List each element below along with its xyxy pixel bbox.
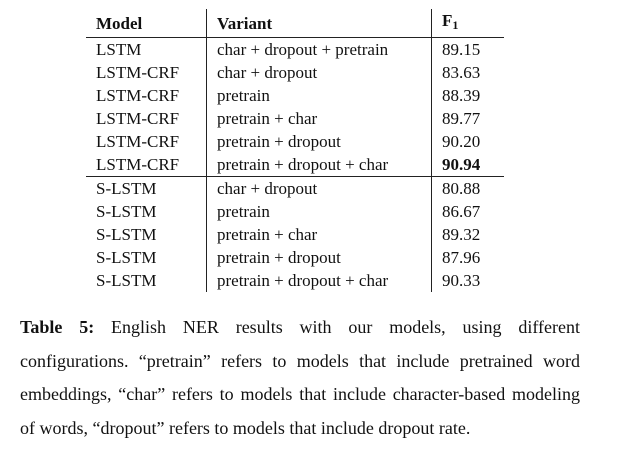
table-row: LSTM-CRF pretrain + dropout + char 90.94 xyxy=(86,153,504,177)
cell-variant: pretrain + dropout + char xyxy=(206,153,432,177)
header-f1-main: F xyxy=(442,11,453,30)
cell-model: S-LSTM xyxy=(96,271,157,290)
table-row: LSTM-CRF char + dropout 83.63 xyxy=(86,61,504,84)
cell-f1: 87.96 xyxy=(431,246,504,269)
caption-text: English NER results with our models, usi… xyxy=(20,317,580,438)
cell-f1: 89.15 xyxy=(431,37,504,61)
cell-variant: pretrain + dropout xyxy=(206,246,432,269)
table-caption: Table 5: English NER results with our mo… xyxy=(20,311,580,445)
table-row: LSTM-CRF pretrain + char 89.77 xyxy=(86,107,504,130)
cell-model: LSTM-CRF xyxy=(96,63,180,82)
cell-variant: pretrain + char xyxy=(206,223,432,246)
table-row: LSTM-CRF pretrain 88.39 xyxy=(86,84,504,107)
table-header-row: Model Variant F1 xyxy=(86,9,504,38)
table-row: S-LSTM char + dropout 80.88 xyxy=(86,176,504,200)
cell-model: LSTM-CRF xyxy=(96,132,180,151)
cell-variant: pretrain xyxy=(206,200,432,223)
cell-f1: 86.67 xyxy=(431,200,504,223)
table-row: S-LSTM pretrain 86.67 xyxy=(86,200,504,223)
table-row: S-LSTM pretrain + char 89.32 xyxy=(86,223,504,246)
table-row: LSTM-CRF pretrain + dropout 90.20 xyxy=(86,130,504,153)
header-f1-subscript: 1 xyxy=(452,18,459,32)
cell-model: LSTM-CRF xyxy=(96,155,180,174)
table-body: LSTM char + dropout + pretrain 89.15 LST… xyxy=(86,37,504,292)
cell-variant: pretrain + dropout + char xyxy=(206,269,432,292)
cell-model: S-LSTM xyxy=(96,202,157,221)
cell-model: S-LSTM xyxy=(96,248,157,267)
header-variant: Variant xyxy=(206,9,432,38)
cell-f1: 83.63 xyxy=(431,61,504,84)
header-model: Model xyxy=(96,13,143,33)
cell-f1: 89.32 xyxy=(431,223,504,246)
cell-model: S-LSTM xyxy=(86,176,207,200)
cell-variant: char + dropout xyxy=(206,176,432,200)
results-table: Model Variant F1 LSTM char + dropout + p… xyxy=(86,9,504,292)
cell-variant: pretrain xyxy=(206,84,432,107)
cell-variant: pretrain + char xyxy=(206,107,432,130)
cell-model: LSTM-CRF xyxy=(96,109,180,128)
table-row: S-LSTM pretrain + dropout 87.96 xyxy=(86,246,504,269)
cell-variant: char + dropout + pretrain xyxy=(206,37,432,61)
cell-model: LSTM-CRF xyxy=(96,86,180,105)
cell-f1: 90.33 xyxy=(431,269,504,292)
cell-f1: 80.88 xyxy=(431,176,504,200)
cell-f1: 89.77 xyxy=(431,107,504,130)
cell-f1-best: 90.94 xyxy=(431,153,504,177)
cell-model: LSTM xyxy=(96,40,142,59)
table-row: S-LSTM pretrain + dropout + char 90.33 xyxy=(86,269,504,292)
results-table-container: Model Variant F1 LSTM char + dropout + p… xyxy=(86,9,504,292)
cell-f1: 88.39 xyxy=(431,84,504,107)
cell-variant: pretrain + dropout xyxy=(206,130,432,153)
table-row: LSTM char + dropout + pretrain 89.15 xyxy=(86,37,504,61)
header-f1: F1 xyxy=(431,9,504,38)
caption-label: Table 5: xyxy=(20,317,95,337)
cell-f1: 90.20 xyxy=(431,130,504,153)
cell-model: S-LSTM xyxy=(96,225,157,244)
cell-variant: char + dropout xyxy=(206,61,432,84)
